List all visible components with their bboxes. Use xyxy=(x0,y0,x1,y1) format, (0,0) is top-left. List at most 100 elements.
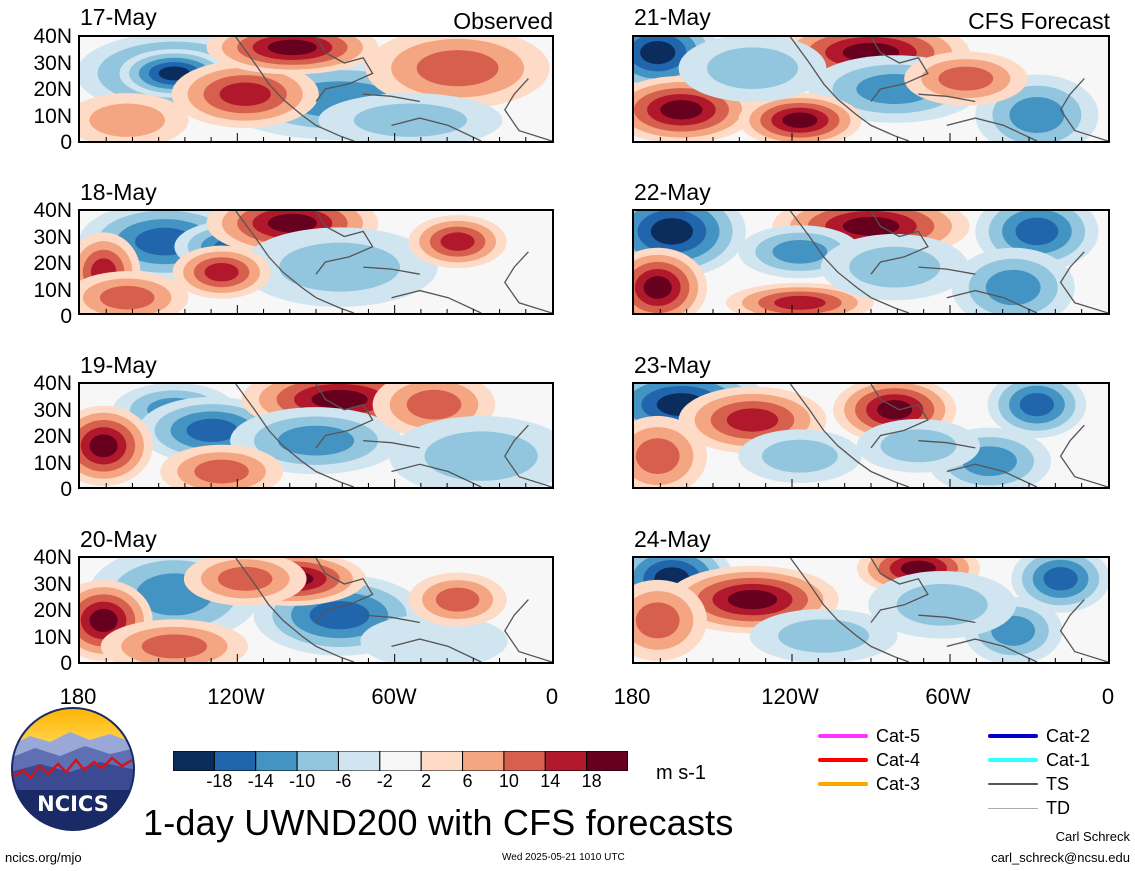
coastline xyxy=(789,37,1108,141)
map-panel-22-may xyxy=(632,209,1110,315)
y-tick-30n: 30N xyxy=(33,51,72,75)
wind-anomaly-contour xyxy=(424,431,538,481)
storm-legend-line-cat-5 xyxy=(818,734,868,738)
x-tick-0-left: 0 xyxy=(545,684,559,709)
coastline xyxy=(235,211,552,313)
y-tick-10n: 10N xyxy=(33,104,72,128)
wind-anomaly-contour xyxy=(406,389,462,420)
colorbar-label: 10 xyxy=(498,771,519,791)
y-tick-0: 0 xyxy=(60,305,72,328)
y-tick-40n: 40N xyxy=(33,546,72,569)
footer-url[interactable]: ncics.org/mjo xyxy=(5,850,82,865)
x-tick-60w-left: 60W xyxy=(371,684,417,709)
storm-legend-label-cat-3: Cat-3 xyxy=(876,774,921,794)
coastline xyxy=(235,37,552,141)
panel-date-24-may: 24-May xyxy=(634,526,711,552)
y-tick-30n: 30N xyxy=(33,225,72,249)
wind-anomaly-contour xyxy=(204,262,239,282)
wind-anomaly-contour xyxy=(880,429,957,463)
panel-date-18-may: 18-May xyxy=(80,179,157,205)
footer-email[interactable]: carl_schreck@ncsu.edu xyxy=(991,850,1130,865)
panel-date-21-may: 21-May xyxy=(634,4,711,30)
wind-anomaly-contour xyxy=(761,439,838,473)
wind-anomaly-contour xyxy=(194,459,249,484)
storm-legend-label-cat-5: Cat-5 xyxy=(876,726,921,746)
x-tick-180-left: 180 xyxy=(59,684,97,709)
colorbar xyxy=(172,750,629,776)
panel-date-19-may: 19-May xyxy=(80,352,157,378)
colorbar-label: 6 xyxy=(462,771,473,791)
wind-anomaly-contour xyxy=(267,213,317,233)
wind-anomaly-contour xyxy=(309,601,370,630)
ncics-logo-text: NCICS xyxy=(37,792,109,816)
coastline xyxy=(235,384,552,487)
wind-anomaly-contour xyxy=(1015,217,1059,246)
wind-anomaly-contour xyxy=(89,434,118,458)
map-panel-23-may xyxy=(632,382,1110,489)
y-tick-10n: 10N xyxy=(33,278,72,302)
wind-anomaly-contour xyxy=(635,438,680,474)
wind-anomaly-contour xyxy=(660,100,703,120)
map-panel-17-may xyxy=(78,35,554,143)
coastline xyxy=(789,384,1108,487)
wind-anomaly-contour xyxy=(782,112,818,128)
x-tick-180-right: 180 xyxy=(613,684,651,709)
forecast-label: CFS Forecast xyxy=(968,8,1110,34)
storm-legend-label-ts: TS xyxy=(1046,774,1070,794)
y-tick-20n: 20N xyxy=(33,78,72,101)
colorbar-swatch xyxy=(586,750,629,772)
colorbar-units: m s-1 xyxy=(656,762,706,784)
colorbar-label: -2 xyxy=(376,771,393,791)
wind-anomaly-contour xyxy=(435,587,480,612)
colorbar-swatch xyxy=(337,750,381,772)
colorbar-swatch xyxy=(462,750,505,772)
storm-legend-label-td: TD xyxy=(1046,798,1070,818)
y-tick-40n: 40N xyxy=(33,25,72,48)
y-tick-0: 0 xyxy=(60,478,72,501)
figure-title: 1-day UWND200 with CFS forecasts xyxy=(143,802,734,843)
wind-anomaly-contour xyxy=(706,47,799,89)
wind-anomaly-contour xyxy=(643,276,672,299)
coastline xyxy=(789,558,1108,662)
wind-anomaly-contour xyxy=(650,218,694,245)
map-panel-18-may xyxy=(78,209,554,315)
y-tick-0: 0 xyxy=(60,131,72,154)
coastline xyxy=(235,558,552,662)
y-tick-40n: 40N xyxy=(33,372,72,395)
wind-anomaly-contour xyxy=(440,232,475,251)
storm-legend-label-cat-4: Cat-4 xyxy=(876,750,921,770)
wind-anomaly-contour xyxy=(726,408,779,432)
panel-date-20-may: 20-May xyxy=(80,526,157,552)
y-tick-0: 0 xyxy=(60,652,72,675)
y-tick-40n: 40N xyxy=(33,199,72,222)
observed-label: Observed xyxy=(453,8,553,34)
wind-anomaly-contour xyxy=(938,66,994,91)
colorbar-label: 18 xyxy=(581,771,602,791)
wind-anomaly-contour xyxy=(635,602,680,639)
y-tick-10n: 10N xyxy=(33,625,72,649)
storm-legend-line-cat-4 xyxy=(818,758,868,762)
wind-anomaly-contour xyxy=(99,285,155,310)
colorbar-swatch xyxy=(544,750,588,772)
wind-anomaly-contour xyxy=(985,269,1041,306)
ncics-logo-icon xyxy=(11,707,135,831)
colorbar-swatch xyxy=(296,750,339,772)
colorbar-label: -10 xyxy=(289,771,316,791)
map-panel-19-may xyxy=(78,382,554,489)
wind-anomaly-contour xyxy=(279,242,401,292)
footer-timestamp: Wed 2025-05-21 1010 UTC xyxy=(502,852,625,863)
x-tick-0-right: 0 xyxy=(1101,684,1115,709)
wind-anomaly-contour xyxy=(416,50,499,87)
storm-legend-line-cat-3 xyxy=(818,782,868,786)
storm-legend-line-ts xyxy=(988,783,1038,785)
x-tick-60w-right: 60W xyxy=(925,684,971,709)
colorbar-swatch xyxy=(420,750,464,772)
y-tick-20n: 20N xyxy=(33,425,72,448)
storm-legend-line-cat-1 xyxy=(988,758,1038,762)
wind-anomaly-contour xyxy=(1043,567,1078,591)
wind-anomaly-contour xyxy=(186,418,238,442)
wind-anomaly-contour xyxy=(842,216,900,236)
panel-date-22-may: 22-May xyxy=(634,179,711,205)
colorbar-label: 14 xyxy=(540,771,561,791)
wind-anomaly-contour xyxy=(1009,96,1065,134)
